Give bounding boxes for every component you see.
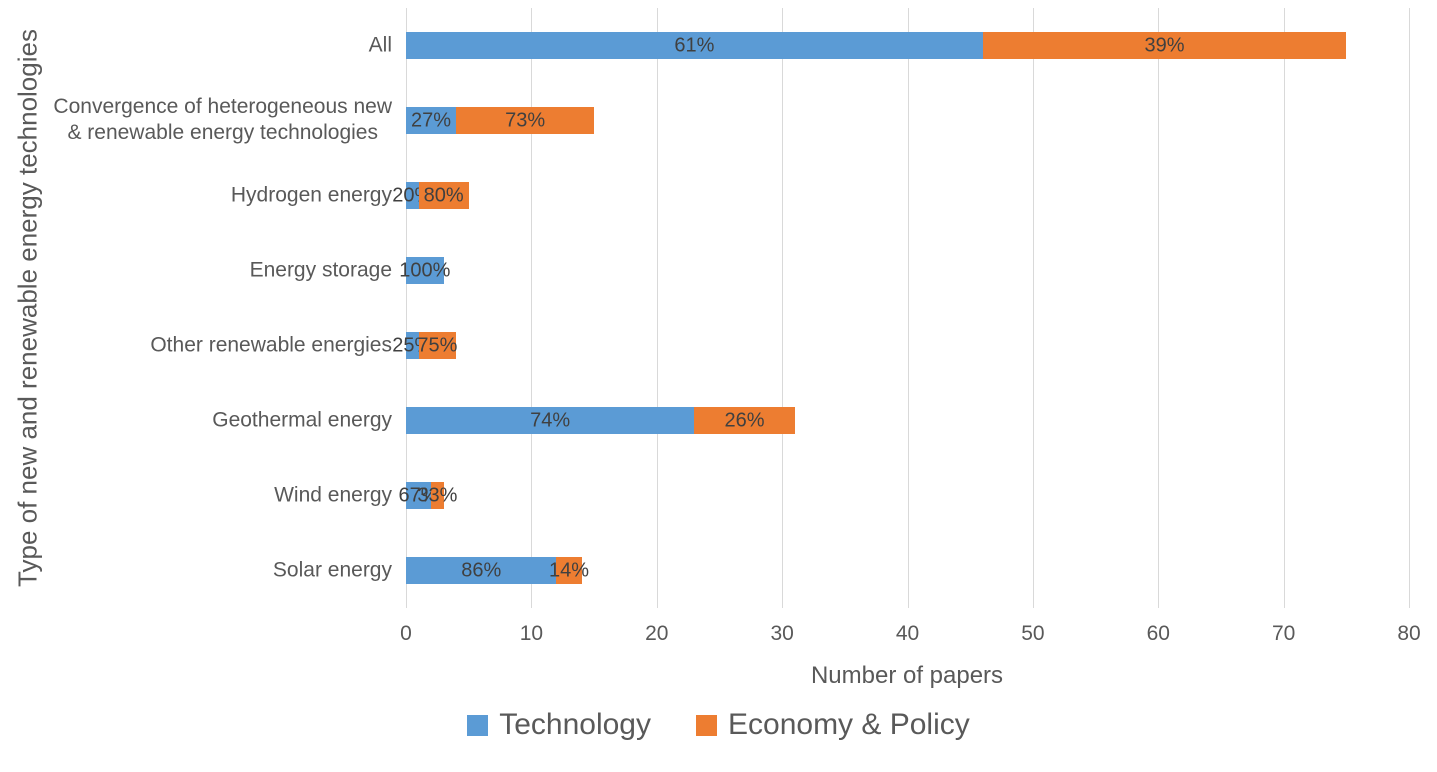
bar-segment-technology xyxy=(406,557,557,584)
data-label: 27% xyxy=(411,109,452,131)
legend-swatch-technology xyxy=(467,714,489,736)
data-label: 73% xyxy=(505,109,546,131)
legend-label-technology: Technology xyxy=(499,708,651,741)
category-label-energy-storage: Energy storage xyxy=(249,258,392,282)
data-label: 67% xyxy=(398,484,439,506)
gridline xyxy=(1283,8,1285,608)
data-label: 33% xyxy=(417,484,458,506)
bar-segment-technology xyxy=(406,32,983,59)
data-label: 14% xyxy=(548,559,589,581)
data-label: 39% xyxy=(1144,34,1185,56)
category-label-convergence-of-heterogeneous-new: Convergence of heterogeneous new & renew… xyxy=(53,94,392,145)
x-tick-label: 10 xyxy=(519,622,544,645)
bar-segment-economy-policy xyxy=(556,557,582,584)
gridline xyxy=(907,8,909,608)
bar-segment-economy-policy xyxy=(418,332,457,359)
data-label: 100% xyxy=(399,259,451,281)
bar-segment-technology xyxy=(406,257,444,284)
gridline xyxy=(1032,8,1034,608)
bar-segment-economy-policy xyxy=(694,407,795,434)
data-label: 61% xyxy=(674,34,715,56)
gridline xyxy=(531,8,533,608)
x-tick-label: 30 xyxy=(770,622,794,645)
legend-item-technology: Technology xyxy=(467,708,651,742)
gridline xyxy=(406,8,407,608)
gridline xyxy=(1158,8,1160,608)
data-label: 80% xyxy=(423,184,464,206)
legend-item-economy-policy: Economy & Policy xyxy=(696,708,970,742)
category-label-other-renewable-energies: Other renewable energies xyxy=(150,333,392,357)
bar-segment-economy-policy xyxy=(418,182,469,209)
data-label: 26% xyxy=(724,409,765,431)
chart-legend: Technology Economy & Policy xyxy=(0,708,1437,742)
x-tick-label: 60 xyxy=(1146,622,1170,645)
x-tick-label: 70 xyxy=(1271,622,1296,645)
category-label-wind-energy: Wind energy xyxy=(274,483,392,507)
data-label: 86% xyxy=(461,559,502,581)
bar-segment-technology xyxy=(406,182,419,209)
x-tick-label: 50 xyxy=(1021,622,1045,645)
x-tick-label: 40 xyxy=(895,622,920,645)
bar-segment-technology xyxy=(406,332,419,359)
x-tick-label: 80 xyxy=(1397,622,1421,645)
bar-segment-economy-policy xyxy=(456,107,595,134)
bar-segment-economy-policy xyxy=(431,482,444,509)
x-tick-label: 0 xyxy=(400,622,412,645)
gridline xyxy=(1409,8,1410,608)
bar-segment-technology xyxy=(406,107,457,134)
bar-segment-economy-policy xyxy=(982,32,1347,59)
data-label: 74% xyxy=(530,409,571,431)
category-label-solar-energy: Solar energy xyxy=(272,558,392,582)
bar-segment-technology xyxy=(406,482,432,509)
bar-segment-technology xyxy=(406,407,695,434)
legend-label-economy-policy: Economy & Policy xyxy=(728,708,970,741)
category-label-hydrogen-energy: Hydrogen energy xyxy=(230,183,392,207)
gridline xyxy=(656,8,658,608)
y-axis-title: Type of new and renewable energy technol… xyxy=(12,29,43,587)
category-label-all: All xyxy=(368,33,392,57)
x-tick-label: 20 xyxy=(645,622,669,645)
legend-swatch-economy-policy xyxy=(696,714,717,736)
gridline xyxy=(782,8,784,608)
x-axis-title: Number of papers xyxy=(810,662,1004,689)
data-label: 75% xyxy=(417,334,458,356)
category-label-geothermal-energy: Geothermal energy xyxy=(212,408,392,432)
